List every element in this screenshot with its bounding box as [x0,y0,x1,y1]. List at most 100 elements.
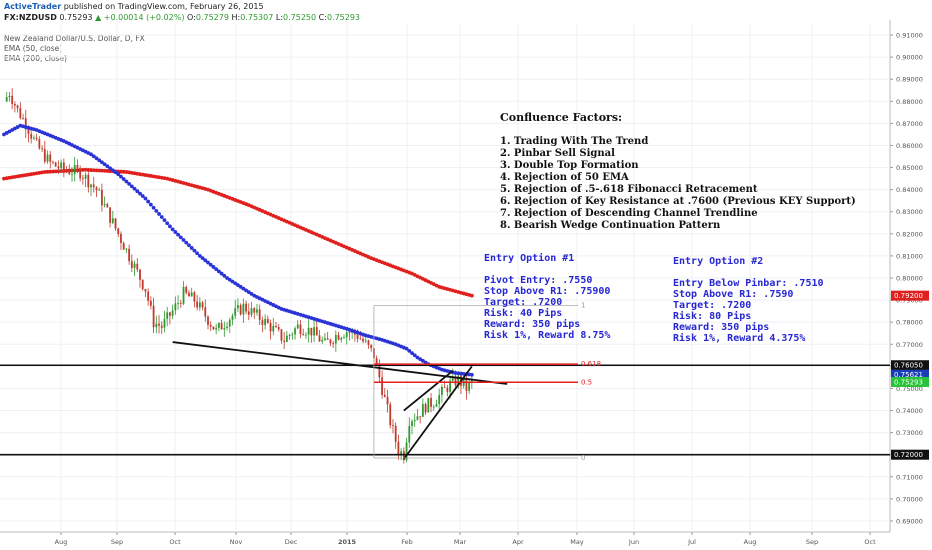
fib-label: 0.5 [581,378,592,386]
candle-body [378,363,381,378]
candle-body [266,318,269,323]
candle-body [307,327,310,335]
candle-body [128,248,131,262]
candle-body [451,376,454,381]
ema200-point [86,168,91,172]
entry-line: Risk: 40 Pips [484,308,563,319]
candle-body [332,343,335,345]
price-tag-label: 0.79200 [894,292,923,300]
ema50-point [143,196,148,201]
entry-line: Stop Above R1: .75900 [484,286,611,297]
price-tag [891,449,929,460]
candle-body [253,308,256,313]
candle-body [114,218,117,229]
ema50-point [184,240,189,245]
price-axis[interactable]: 0.91000 0.90000 0.89000 0.88000 0.87000 0.860… [890,32,929,526]
candle-body [468,381,471,391]
ema50-point [219,271,224,276]
ema50-point [100,160,104,165]
candle-body [405,442,408,461]
wedge-upper-line [403,370,454,412]
candle-body [242,303,245,315]
candle-body [158,323,160,326]
candle-body [5,97,8,102]
ema50-point [146,199,151,204]
candle-body [185,286,188,293]
publisher-name[interactable]: ActiveTrader [4,2,62,11]
candle-body [79,168,82,179]
candle-body [155,323,158,328]
ema50-point [154,208,159,213]
legend-ema50[interactable]: EMA (50, close) [4,44,63,53]
candle-body [212,326,215,330]
ema200-point [105,169,110,173]
y-tick-label: 0.78000 [896,319,923,327]
candle-body [139,269,141,280]
entry-line: Reward: 350 pips [484,319,581,330]
candle-body [217,323,220,328]
ema50-point [222,273,227,278]
ema200-line [2,167,474,298]
y-tick-label: 0.80000 [896,275,923,283]
candle-body [190,292,193,297]
ema200-point [469,293,474,298]
entry-line: Reward: 350 pips [673,322,770,333]
close-value: 0.75293 [326,13,361,22]
candle-body [177,303,179,304]
candle-body [283,340,286,342]
candle-body [430,398,432,407]
candle-body [435,404,438,407]
open-label: O: [187,13,196,22]
candle-body [133,263,136,268]
ema50-point [176,232,180,237]
price-tag [891,376,929,387]
x-tick-label: Nov [230,538,243,546]
candle-body [340,337,343,340]
ema50-point [157,212,161,216]
ema200-point [89,168,93,172]
ema50-point [195,251,200,256]
ema200-point [100,168,104,173]
candle-body [125,248,128,250]
ema50-point [127,182,132,186]
change-arrow-icon: ▲ [95,13,102,22]
candle-body [250,308,253,315]
candle-body [52,161,54,163]
x-tick-label: Oct [169,538,181,546]
candle-body [81,178,84,180]
y-tick-label: 0.85000 [896,164,923,172]
confluence-item: 2. Pinbar Sell Signal [500,148,615,159]
ema50-point [159,215,164,219]
candle-body [443,386,446,388]
ema50-point [203,258,208,263]
high-label: H: [231,13,241,22]
candle-body [54,162,57,167]
ema50-point [162,218,167,223]
ema50-point [236,283,240,287]
candle-body [179,303,182,304]
candle-body [457,375,460,386]
ema50-point [407,348,412,353]
ema50-point [116,172,121,177]
candle-body [60,162,63,169]
candle-body [326,338,329,340]
ema200-point [45,169,50,174]
candle-body [275,325,277,328]
ema50-point [129,184,134,189]
candle-body [196,301,199,308]
price-tag [891,369,929,380]
candle-body [182,286,185,304]
ema50-point [216,269,221,274]
change-value: +0.00014 (+0.02%) [103,13,185,22]
candle-body [432,406,435,408]
candle-body [294,328,296,335]
candle-body [234,308,237,316]
entry-option-1-title: Entry Option #1 [484,253,575,264]
candle-body [201,302,204,308]
close-label: C: [318,13,327,22]
legend-ema200[interactable]: EMA (200, close) [4,54,67,63]
time-axis[interactable]: Aug Sep Oct Nov Dec 2015 Feb Mar Apr May Jun Jul Aug… [55,532,876,546]
price-tag [891,360,929,371]
